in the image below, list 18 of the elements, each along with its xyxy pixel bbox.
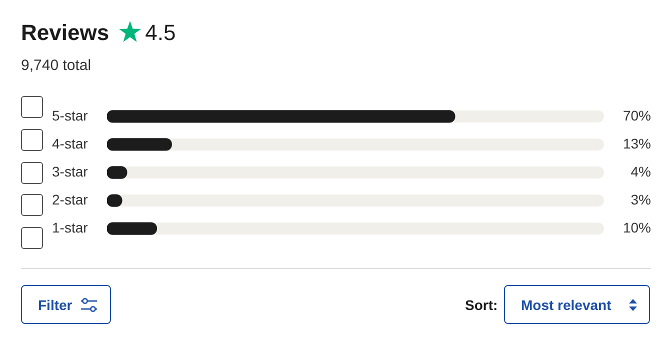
data-label: 70% — [622, 107, 651, 124]
bar — [107, 138, 172, 151]
text: Sort: — [465, 297, 498, 313]
y-tick-label: 4-star — [52, 135, 88, 152]
chart-subtitle: 9,740 total — [21, 57, 92, 74]
data-label: 13% — [622, 135, 651, 152]
text: Filter — [38, 296, 72, 312]
bar — [107, 222, 158, 235]
y-tick-label: 5-star — [52, 107, 88, 124]
data-label: 10% — [622, 219, 651, 236]
data-label: 4% — [630, 163, 651, 180]
y-tick-label: 3-star — [52, 163, 88, 180]
y-tick-label: 2-star — [52, 191, 88, 208]
y-tick-label: 1-star — [52, 219, 88, 236]
chart-title: Reviews — [21, 20, 110, 45]
text: 4.5 — [145, 20, 176, 45]
text: Most relevant — [521, 296, 612, 312]
data-label: 3% — [630, 191, 651, 208]
